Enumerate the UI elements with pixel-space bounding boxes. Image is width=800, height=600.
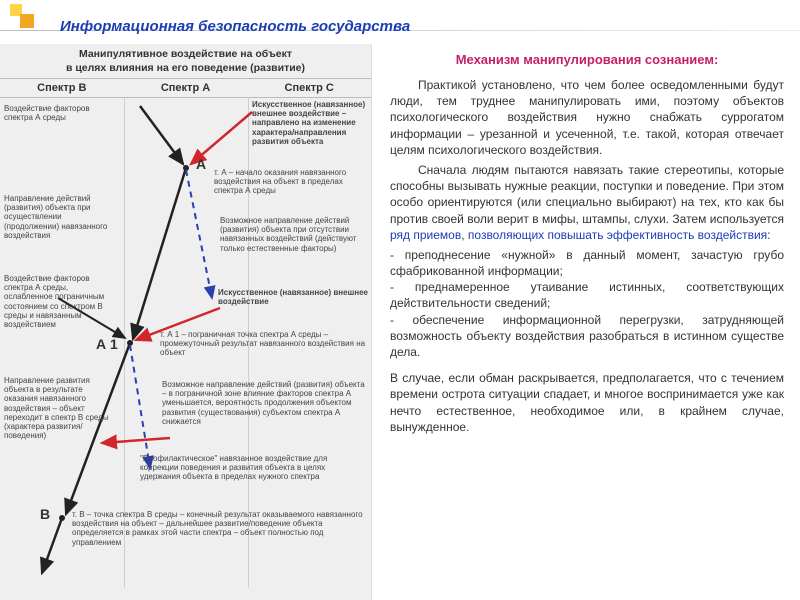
p2c: , [461, 228, 468, 242]
note-6: Воздействие факторов спектра А среды, ос… [4, 274, 116, 329]
note-2: Искусственное (навязанное) внешнее возде… [252, 100, 368, 146]
col-head-b: Спектр В [0, 79, 124, 97]
paragraph-3: В случае, если обман раскрывается, предп… [390, 370, 784, 435]
logo-icon [10, 4, 34, 28]
paragraph-2: Сначала людям пытаются навязать такие ст… [390, 162, 784, 243]
diagram-area: А А 1 В Воздействие факторов спектра А с… [0, 98, 371, 588]
note-7: Искусственное (навязанное) внешнее возде… [218, 288, 368, 306]
note-12: т. В – точка спектра В среды – конечный … [72, 510, 368, 547]
text-panel: Механизм манипулирования сознанием: Прак… [372, 44, 800, 600]
note-3: т. А – начало оказания навязанного возде… [214, 168, 364, 196]
col-head-a: Спектр А [124, 79, 248, 97]
p2e: : [767, 228, 770, 242]
p1-text: Практикой установлено, что чем более осв… [390, 78, 784, 157]
col-head-c: Спектр С [247, 79, 371, 97]
point-a-label: А [196, 156, 206, 172]
bullet-3: - обеспечение информационной перегрузки,… [390, 312, 784, 361]
page-title: Информационная безопасность государства [60, 18, 410, 35]
note-4: Направление действий (развития) объекта … [4, 194, 116, 240]
note-11: "Профилактическое" навязанное воздействи… [140, 454, 366, 482]
p2b: ряд приемов [390, 228, 461, 242]
right-title: Механизм манипулирования сознанием: [390, 52, 784, 67]
note-8: т. А 1 – пограничная точка спектра А сре… [160, 330, 368, 358]
diagram-panel: Манипулятивное воздействие на объект в ц… [0, 44, 372, 600]
point-a1-label: А 1 [96, 336, 118, 352]
bullet-1: - преподнесение «нужной» в данный момент… [390, 247, 784, 279]
note-10: Возможное направление действий (развития… [162, 380, 368, 426]
note-1: Воздействие факторов спектра А среды [4, 104, 114, 122]
p2a: Сначала людям пытаются навязать такие ст… [390, 163, 784, 226]
p2d: позволяющих повышать эффективность возде… [468, 228, 767, 242]
note-5: Возможное направление действий (развития… [220, 216, 368, 253]
diagram-title-2: в целях влияния на его поведение (развит… [0, 62, 371, 78]
diagram-title-1: Манипулятивное воздействие на объект [0, 44, 371, 62]
header: Информационная безопасность государства [0, 0, 800, 44]
bullet-2: - преднамеренное утаивание истинных, соо… [390, 279, 784, 311]
point-b-label: В [40, 506, 50, 522]
column-headers: Спектр В Спектр А Спектр С [0, 78, 371, 98]
note-9: Направление развития объекта в результат… [4, 376, 116, 440]
paragraph-1: Практикой установлено, что чем более осв… [390, 77, 784, 158]
